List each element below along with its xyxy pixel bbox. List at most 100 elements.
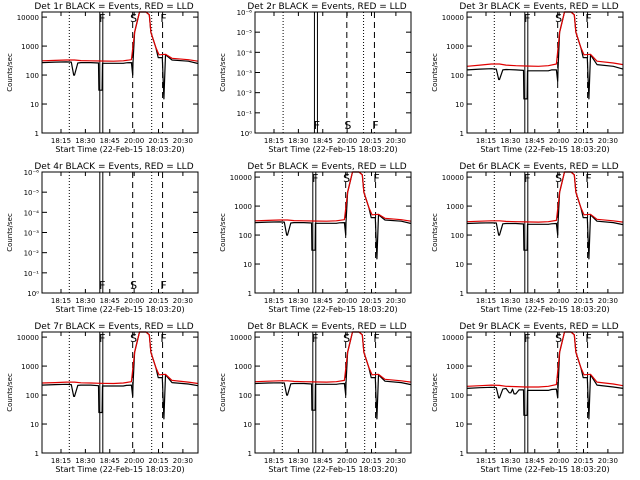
x-tick-label: 18:45 [313, 137, 333, 145]
y-tick-label: 10⁰ [240, 130, 252, 138]
y-axis-label: Counts/sec [431, 53, 439, 92]
detector-panel-4: Det 4r BLACK = Events, RED = LLD F S F 18:15… [6, 162, 199, 314]
panel-title: Det 4r BLACK = Events, RED = LLD [34, 162, 193, 172]
plot-frame [254, 171, 412, 294]
y-tick-label: 1 [35, 450, 39, 458]
y-tick-label: 100 [451, 392, 464, 400]
x-tick-label: 18:15 [476, 137, 496, 145]
x-tick-label: 20:00 [124, 137, 144, 145]
x-tick-label: 20:30 [173, 137, 193, 145]
lld-series-line [254, 331, 412, 383]
y-tick-label: 10⁻¹ [24, 270, 40, 278]
lld-series-line [41, 331, 199, 385]
plot-frame [254, 11, 412, 134]
y-tick-label: 10000 [17, 334, 39, 342]
marker-label-f: F [585, 12, 591, 25]
panel-title: Det 7r BLACK = Events, RED = LLD [34, 322, 193, 332]
events-series-line [466, 171, 624, 260]
x-tick-label: 18:30 [75, 457, 95, 465]
y-axis-label: Counts/sec [431, 213, 439, 252]
y-tick-label: 1000 [234, 203, 252, 211]
x-tick-label: 18:45 [100, 457, 120, 465]
y-tick-label: 10⁻³ [237, 70, 253, 78]
x-tick-label: 20:30 [386, 457, 406, 465]
x-tick-label: 20:00 [549, 137, 569, 145]
marker-label-f: F [524, 172, 530, 185]
x-tick-label: 18:45 [313, 297, 333, 305]
y-tick-label: 100 [451, 72, 464, 80]
y-tick-label: 10⁰ [27, 290, 39, 298]
marker-label-f: F [99, 332, 105, 345]
x-tick-label: 20:15 [361, 457, 381, 465]
marker-label-s: S [555, 12, 562, 25]
x-axis-label: Start Time (22-Feb-15 18:03:20) [268, 465, 397, 474]
y-axis-label: Counts/sec [431, 373, 439, 412]
x-tick-label: 20:15 [148, 137, 168, 145]
y-tick-label: 100 [239, 232, 252, 240]
x-tick-label: 20:00 [124, 457, 144, 465]
x-tick-label: 20:00 [337, 457, 357, 465]
marker-label-s: S [555, 332, 562, 345]
y-tick-label: 10⁻³ [24, 230, 40, 238]
y-tick-label: 10⁻⁴ [237, 49, 253, 57]
panel-title: Det 8r BLACK = Events, RED = LLD [247, 322, 406, 332]
y-tick-label: 1000 [234, 363, 252, 371]
panel-title: Det 5r BLACK = Events, RED = LLD [247, 162, 406, 172]
y-tick-label: 10000 [230, 334, 252, 342]
x-tick-label: 20:15 [573, 137, 593, 145]
x-tick-label: 18:45 [525, 297, 545, 305]
marker-label-f: F [524, 12, 530, 25]
y-tick-label: 10 [455, 421, 464, 429]
y-tick-label: 10 [30, 101, 39, 109]
marker-label-s: S [343, 172, 350, 185]
y-tick-label: 10⁻¹ [237, 110, 253, 118]
marker-label-f: F [99, 279, 105, 292]
y-tick-label: 100 [26, 392, 39, 400]
x-tick-label: 20:00 [549, 457, 569, 465]
panel-title: Det 6r BLACK = Events, RED = LLD [459, 162, 618, 172]
y-tick-label: 1000 [21, 363, 39, 371]
y-tick-label: 10000 [17, 14, 39, 22]
y-tick-label: 100 [26, 72, 39, 80]
marker-label-s: S [130, 332, 137, 345]
x-tick-label: 18:30 [288, 137, 308, 145]
x-tick-label: 18:15 [51, 297, 71, 305]
marker-label-f: F [585, 172, 591, 185]
plot-frame [466, 331, 624, 454]
y-tick-label: 1 [248, 290, 252, 298]
y-tick-label: 10000 [442, 14, 464, 22]
marker-label-f: F [312, 172, 318, 185]
x-tick-label: 20:30 [386, 137, 406, 145]
plot-frame [466, 11, 624, 134]
marker-label-f: F [314, 119, 320, 132]
marker-label-f: F [373, 332, 379, 345]
y-axis-label: Counts/sec [219, 53, 227, 92]
y-tick-label: 1000 [446, 363, 464, 371]
x-axis-label: Start Time (22-Feb-15 18:03:20) [55, 465, 184, 474]
x-tick-label: 20:15 [361, 137, 381, 145]
y-axis-label: Counts/sec [6, 373, 14, 412]
marker-label-f: F [160, 332, 166, 345]
lld-series-line [41, 11, 199, 62]
x-tick-label: 18:45 [525, 457, 545, 465]
marker-label-f: F [373, 172, 379, 185]
x-axis-label: Start Time (22-Feb-15 18:03:20) [268, 145, 397, 154]
panel-title: Det 2r BLACK = Events, RED = LLD [247, 2, 406, 12]
x-tick-label: 18:30 [500, 137, 520, 145]
y-tick-label: 10 [243, 421, 252, 429]
y-tick-label: 1000 [446, 43, 464, 51]
marker-label-s: S [343, 332, 350, 345]
x-tick-label: 18:15 [264, 137, 284, 145]
y-tick-label: 10 [243, 261, 252, 269]
x-tick-label: 18:30 [500, 457, 520, 465]
events-series-line [466, 11, 624, 100]
marker-label-f: F [312, 332, 318, 345]
marker-label-f: F [524, 332, 530, 345]
y-tick-label: 1 [460, 450, 464, 458]
lld-series-line [466, 11, 624, 67]
